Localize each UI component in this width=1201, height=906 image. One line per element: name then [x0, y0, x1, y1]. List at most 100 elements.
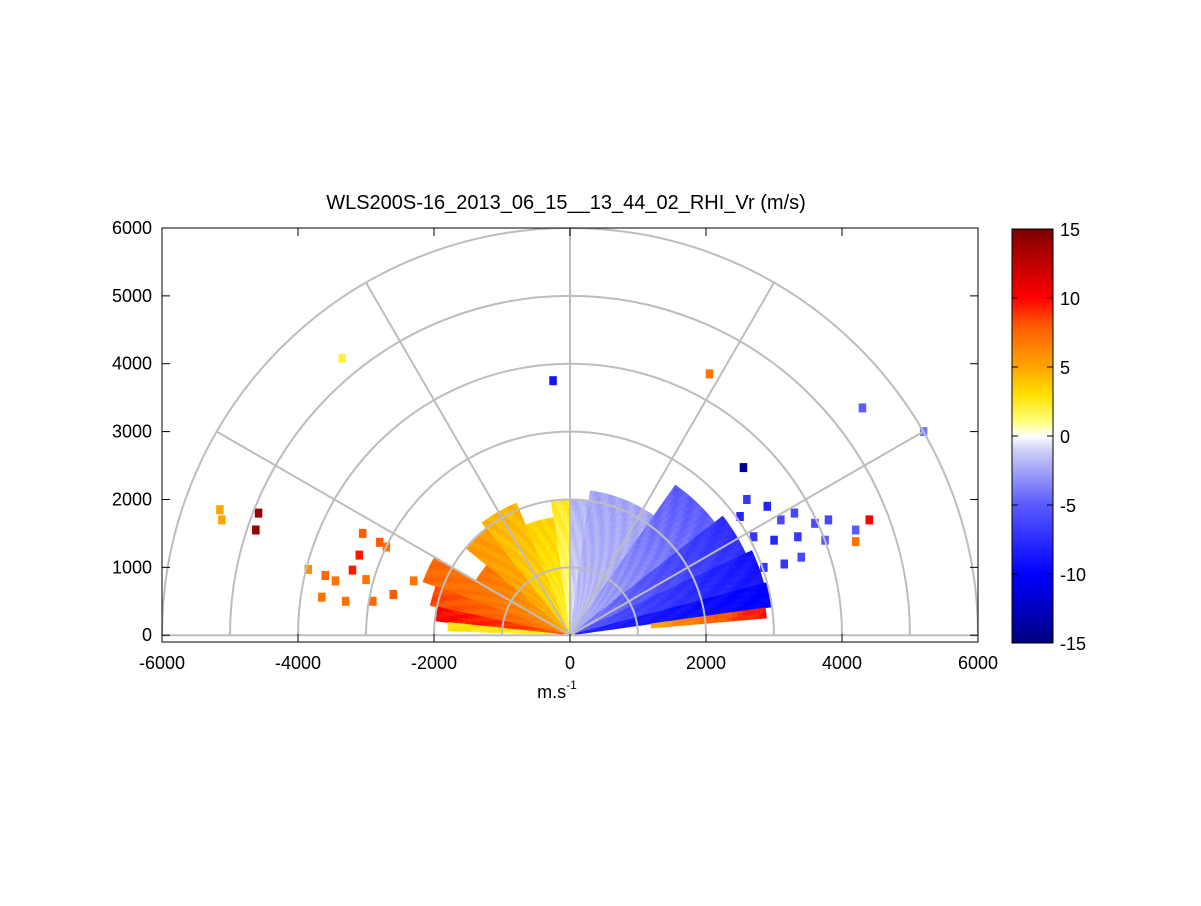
data-cell: [459, 629, 465, 631]
data-cell: [480, 631, 486, 633]
data-cell: [571, 527, 574, 533]
data-cell: [574, 510, 577, 516]
data-point: [740, 463, 748, 472]
data-point: [349, 566, 357, 575]
data-point: [743, 495, 751, 504]
y-tick-label: 6000: [112, 218, 152, 238]
data-cell: [672, 620, 678, 623]
data-point: [356, 551, 364, 560]
data-cell: [732, 612, 738, 617]
data-cell: [574, 505, 578, 511]
data-point: [252, 526, 260, 535]
data-cell: [464, 630, 470, 632]
data-cell: [475, 630, 481, 632]
x-axis-label: m.s-1: [537, 678, 577, 702]
data-cell: [590, 491, 594, 496]
data-point: [376, 538, 384, 547]
colorbar-tick-label: 5: [1060, 358, 1070, 378]
data-point: [777, 515, 785, 524]
data-cell: [571, 532, 574, 537]
data-point: [362, 575, 370, 584]
data-cell: [759, 613, 765, 619]
data-cell: [683, 619, 689, 623]
data-cell: [689, 618, 695, 622]
y-tick-label: 1000: [112, 557, 152, 577]
data-cell: [742, 610, 748, 615]
data-cell: [656, 622, 662, 625]
data-cell: [678, 619, 684, 623]
data-cell: [765, 613, 767, 618]
data-cell: [584, 528, 588, 534]
data-cell: [524, 633, 530, 634]
y-tick-label: 3000: [112, 422, 152, 442]
data-cell: [571, 505, 575, 511]
data-cell: [535, 633, 540, 634]
data-point: [218, 515, 226, 524]
data-cell: [486, 631, 492, 633]
x-tick-label: 2000: [686, 653, 726, 673]
data-cell: [748, 610, 754, 615]
data-cell: [662, 622, 668, 625]
data-cell: [574, 516, 577, 522]
data-cell: [716, 614, 722, 619]
data-cell: [571, 554, 573, 559]
data-cell: [518, 633, 523, 634]
data-cell: [571, 521, 574, 527]
data-cell: [583, 538, 586, 544]
data-cell: [571, 538, 574, 544]
data-cell: [737, 611, 743, 616]
data-point: [339, 354, 347, 363]
data-point: [216, 505, 224, 514]
data-cell: [587, 512, 591, 518]
data-point: [549, 376, 557, 385]
x-tick-label: 4000: [822, 653, 862, 673]
data-cell: [508, 632, 514, 633]
data-cell: [571, 543, 573, 549]
data-point: [706, 369, 714, 378]
colorbar-tick-label: -15: [1060, 634, 1086, 654]
data-cell: [667, 621, 673, 624]
data-cell: [721, 613, 727, 618]
data-cell: [587, 506, 591, 512]
data-cell: [586, 517, 590, 523]
data-cell: [571, 510, 574, 516]
y-tick-label: 0: [142, 625, 152, 645]
colorbar-tick-label: 0: [1060, 427, 1070, 447]
x-axis-label-superscript: -1: [566, 678, 577, 692]
data-point: [798, 553, 806, 562]
data-cell: [448, 629, 454, 631]
data-point: [852, 537, 860, 546]
colorbar-tick-label: -10: [1060, 565, 1086, 585]
data-point: [770, 536, 778, 545]
data-point: [318, 593, 326, 602]
data-point: [764, 502, 772, 511]
data-cell: [710, 615, 716, 619]
data-cell: [753, 609, 759, 615]
data-point: [342, 597, 350, 606]
data-point: [852, 526, 860, 535]
data-cell: [726, 613, 732, 618]
data-point: [825, 515, 833, 524]
data-cell: [584, 533, 588, 539]
data-point: [410, 576, 418, 585]
data-cell: [764, 608, 766, 613]
data-point: [791, 509, 799, 518]
data-cell: [571, 516, 574, 522]
x-tick-label: 0: [565, 653, 575, 673]
colorbar-tick-label: 10: [1060, 289, 1080, 309]
data-cell: [469, 630, 475, 632]
data-cell: [574, 521, 577, 527]
colorbar-tick-label: -5: [1060, 496, 1076, 516]
data-cell: [694, 617, 700, 621]
data-cell: [759, 608, 765, 614]
data-cell: [430, 604, 432, 606]
data-point: [390, 590, 398, 599]
data-cell: [754, 614, 760, 619]
data-cell: [440, 618, 446, 622]
data-point: [255, 509, 262, 518]
data-point: [359, 529, 367, 538]
